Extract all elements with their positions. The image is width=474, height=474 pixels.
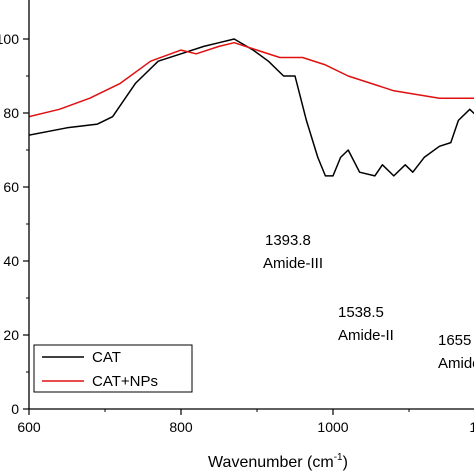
x-tick-label: 1000: [317, 419, 348, 435]
series-line-cat: [29, 38, 474, 177]
y-axis-ticks: 0 20 40 60 80 100: [0, 31, 29, 417]
legend-label-cat: CAT: [92, 349, 121, 366]
x-tick-label: 1200: [469, 419, 474, 435]
y-tick-label: 100: [0, 31, 19, 47]
y-tick-label: 0: [11, 401, 19, 417]
annotation-value: 1655: [438, 332, 471, 349]
annotation-label: Amide-II: [338, 327, 394, 344]
x-axis-title: Wavenumber (cm-1): [208, 452, 348, 471]
series-line-cat-nps: [29, 41, 474, 118]
y-tick-label: 40: [3, 253, 19, 269]
x-axis-ticks: 6008001000120014001600: [17, 409, 474, 435]
annotation-label: Amide-I: [438, 355, 474, 372]
annotation-value: 1538.5: [338, 304, 384, 321]
annotation-value: 1393.8: [265, 232, 311, 249]
annotation-labels: 1393.8 Amide-III 1538.5 Amide-II 1655 Amide-I: [263, 232, 474, 372]
annotation-label: Amide-III: [263, 255, 323, 272]
x-tick-label: 800: [169, 419, 193, 435]
y-tick-label: 60: [3, 179, 19, 195]
legend-label-cat-nps: CAT+NPs: [92, 373, 158, 390]
y-tick-label: 20: [3, 327, 19, 343]
series-layer: [29, 38, 474, 177]
x-tick-label: 600: [17, 419, 41, 435]
axes: [28, 0, 474, 410]
y-tick-label: 80: [3, 105, 19, 121]
legend: CAT CAT+NPs: [33, 344, 193, 393]
legend-box: [33, 344, 193, 393]
